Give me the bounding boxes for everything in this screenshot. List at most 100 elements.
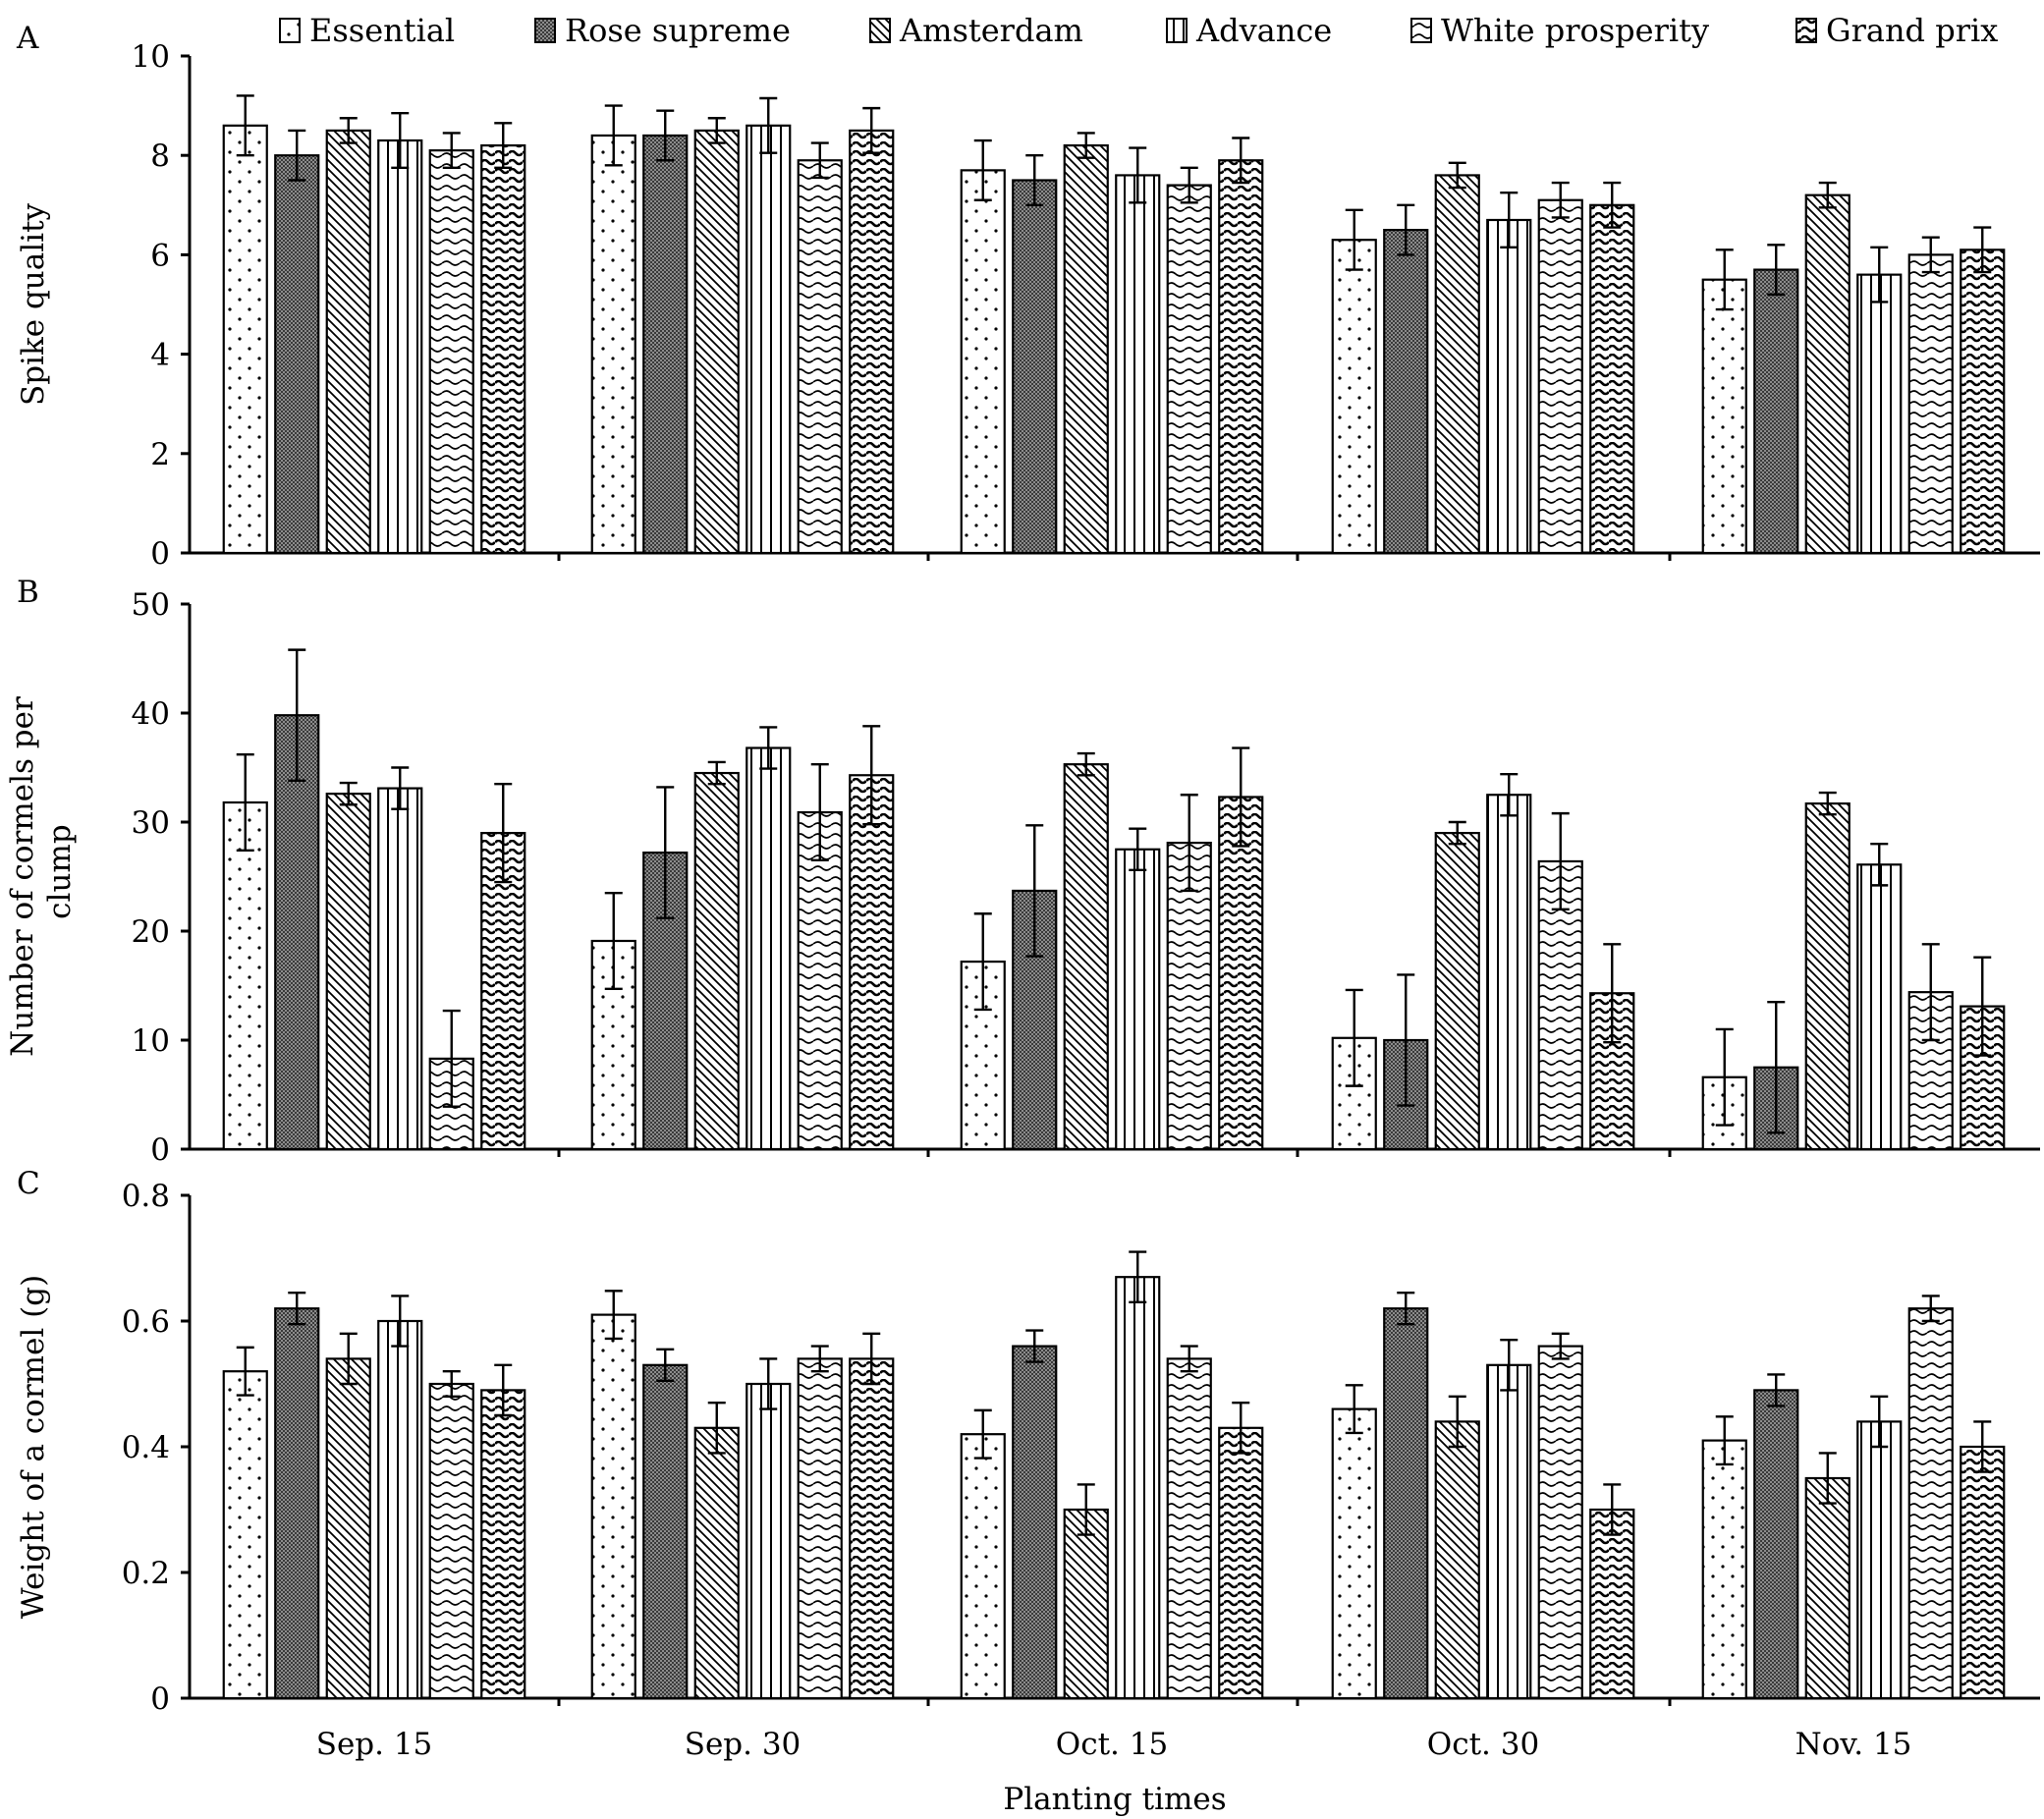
legend-swatch-white-prosperity	[1410, 18, 1432, 43]
legend-label: Amsterdam	[899, 12, 1083, 49]
bar-rose-supreme	[642, 1363, 689, 1700]
bar-essential	[960, 169, 1006, 555]
bar-essential	[590, 1313, 636, 1700]
bar-white-prosperity	[1166, 1357, 1212, 1700]
bar-amsterdam	[325, 793, 371, 1151]
y-axis-label: Spike quality	[16, 202, 51, 406]
panel-a: A 0 2 4 6 8 10 Spike quality	[16, 21, 2040, 572]
y-axis-label-line: Number of cormels per	[5, 696, 40, 1057]
bar-essential	[222, 1370, 268, 1700]
y-tick-label: 6	[150, 238, 170, 273]
x-category-label: Sep. 30	[685, 1727, 801, 1762]
bar-grand-prix	[480, 143, 526, 555]
y-tick-label: 2	[150, 437, 170, 472]
legend-label: Rose supreme	[565, 12, 791, 49]
legend-label: Essential	[309, 12, 455, 49]
bar-amsterdam	[1063, 763, 1109, 1151]
panel-label: C	[17, 1166, 40, 1201]
bar-white-prosperity	[1537, 198, 1583, 555]
y-tick-label: 0	[150, 536, 170, 572]
y-tick-label: 4	[150, 338, 170, 373]
bar-rose-supreme	[1753, 1389, 1799, 1700]
bar-amsterdam	[1804, 1476, 1851, 1700]
bar-rose-supreme	[642, 134, 689, 555]
bar-rose-supreme	[1012, 179, 1058, 555]
y-tick-label: 0	[150, 1132, 170, 1168]
bar-advance	[377, 138, 423, 555]
bar-rose-supreme	[274, 1307, 320, 1700]
y-axis-label: Number of cormels per clump	[5, 696, 78, 1057]
bar-advance	[746, 124, 792, 555]
bar-amsterdam	[1804, 193, 1851, 555]
bar-amsterdam	[693, 129, 740, 555]
bar-amsterdam	[325, 129, 371, 555]
legend-label: Grand prix	[1826, 12, 1998, 49]
bar-essential	[960, 1433, 1006, 1700]
y-axis-label-line: clump	[42, 824, 78, 928]
bar-amsterdam	[1804, 802, 1851, 1151]
x-category-label: Sep. 15	[316, 1727, 433, 1762]
bar-advance	[1856, 273, 1903, 555]
y-axis-label: Weight of a cormel (g)	[16, 1275, 51, 1619]
bar-grand-prix	[1589, 203, 1635, 555]
bar-amsterdam	[693, 1426, 740, 1700]
bar-advance	[1486, 794, 1532, 1151]
legend: Essential Rose supreme Amsterdam Advance Whi…	[279, 12, 1998, 49]
bar-advance	[1486, 1363, 1532, 1700]
y-tick-label: 0.2	[122, 1556, 170, 1591]
bar-white-prosperity	[1907, 253, 1954, 555]
bar-advance	[1115, 1276, 1161, 1700]
y-tick-label: 0.6	[122, 1304, 170, 1340]
panel-label: A	[16, 21, 39, 56]
bar-white-prosperity	[428, 149, 474, 555]
bar-grand-prix	[849, 1357, 895, 1700]
bar-advance	[746, 1382, 792, 1700]
y-tick-label: 10	[132, 1023, 170, 1059]
legend-swatch-rose-supreme	[534, 18, 556, 43]
bar-grand-prix	[1960, 248, 2006, 555]
y-tick-label: 0.8	[122, 1179, 170, 1214]
bar-white-prosperity	[1537, 1345, 1583, 1700]
panel-c: C 0 0.2 0.4 0.6 0.8 Weight of a cormel (g) Sep.…	[16, 1166, 2040, 1817]
bar-grand-prix	[1218, 796, 1264, 1151]
bar-advance	[1115, 848, 1161, 1151]
panel-b: B 0 10 20 30 40 50 Number of cormels per clump	[5, 575, 2040, 1168]
y-tick-label: 0	[150, 1681, 170, 1717]
bar-amsterdam	[1063, 1508, 1109, 1700]
bar-rose-supreme	[1753, 268, 1799, 555]
bar-advance	[377, 787, 423, 1151]
bar-amsterdam	[1434, 174, 1480, 555]
bar-advance	[1486, 218, 1532, 555]
bar-white-prosperity	[1166, 184, 1212, 555]
chart-panels: A 0 2 4 6 8 10 Spike quality B 0 10 20 30 40 50 Number …	[5, 21, 2040, 1817]
y-tick-label: 8	[150, 138, 170, 174]
bar-amsterdam	[693, 771, 740, 1151]
bar-amsterdam	[1434, 831, 1480, 1151]
bar-grand-prix	[1960, 1445, 2006, 1700]
bar-essential	[1701, 278, 1747, 555]
y-tick-label: 40	[132, 696, 170, 732]
bar-grand-prix	[849, 774, 895, 1151]
y-tick-label: 30	[132, 805, 170, 841]
legend-swatch-grand-prix	[1795, 18, 1817, 43]
bar-grand-prix	[1218, 159, 1264, 555]
bar-essential	[590, 134, 636, 555]
bar-amsterdam	[325, 1357, 371, 1700]
legend-label: White prosperity	[1441, 12, 1709, 49]
bar-advance	[746, 746, 792, 1151]
bar-grand-prix	[1218, 1426, 1264, 1700]
bar-grand-prix	[849, 129, 895, 555]
x-category-label: Oct. 15	[1056, 1727, 1168, 1762]
bar-advance	[377, 1319, 423, 1700]
bar-white-prosperity	[1907, 1307, 1954, 1700]
bar-grand-prix	[480, 831, 526, 1151]
legend-swatch-essential	[279, 18, 301, 43]
bar-white-prosperity	[797, 1357, 843, 1700]
bar-grand-prix	[1589, 1508, 1635, 1700]
bar-grand-prix	[480, 1389, 526, 1700]
y-tick-label: 0.4	[122, 1430, 170, 1465]
bar-white-prosperity	[428, 1382, 474, 1700]
bar-advance	[1856, 1420, 1903, 1700]
y-tick-label: 20	[132, 914, 170, 950]
